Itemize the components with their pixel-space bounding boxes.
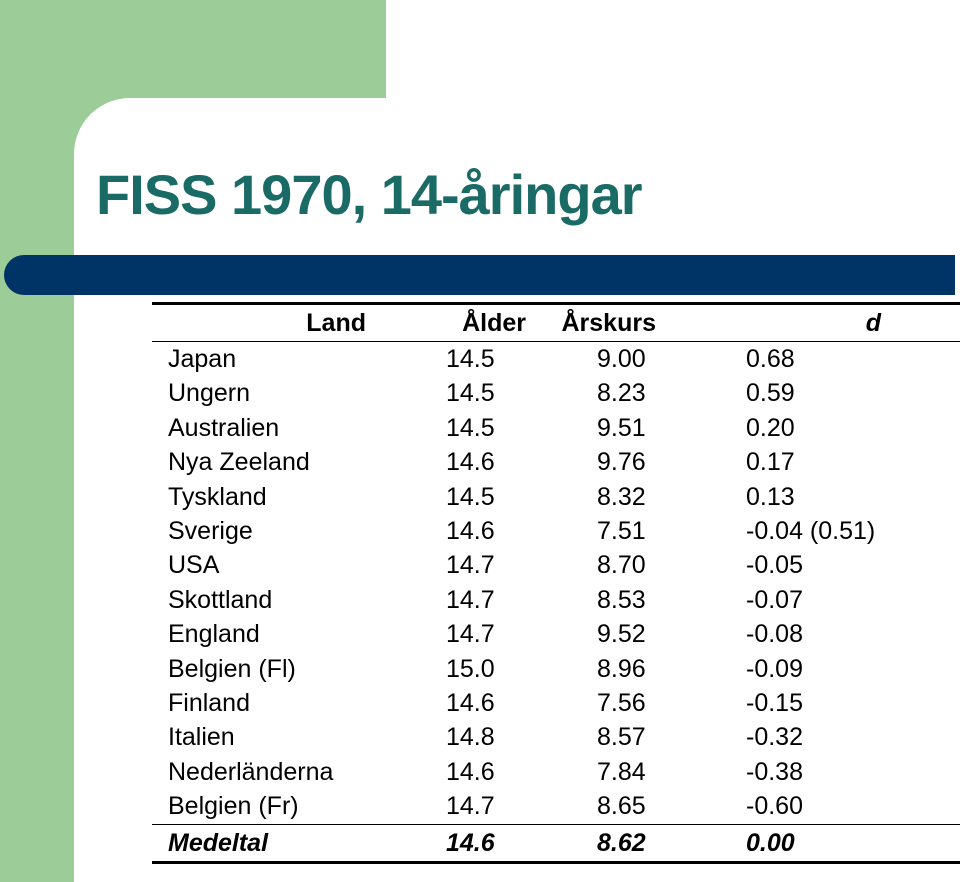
cell-arskurs: 9.52 [597, 620, 646, 649]
cell-alder: 14.5 [446, 482, 495, 511]
header-land: Land [306, 309, 366, 337]
table-row: Nederländerna 14.6 7.84 -0.38 [152, 755, 960, 789]
cell-alder: 14.8 [446, 723, 495, 752]
cell-land: England [168, 620, 260, 649]
cell-land: Skottland [168, 585, 273, 614]
table-row: Skottland 14.7 8.53 -0.07 [152, 583, 960, 617]
cell-alder: 14.6 [446, 757, 495, 786]
table-header-row: Land Ålder Årskurs d [152, 303, 960, 342]
footer-d: 0.00 [746, 828, 795, 857]
slide-title: FISS 1970, 14-åringar [96, 163, 643, 226]
cell-alder: 14.5 [446, 413, 495, 442]
cell-arskurs: 8.53 [597, 585, 646, 614]
cell-d: -0.05 [746, 551, 803, 580]
table-footer-row: Medeltal 14.6 8.62 0.00 [152, 824, 960, 863]
cell-alder: 14.5 [446, 345, 495, 373]
header-arskurs: Årskurs [561, 309, 657, 337]
footer-alder: 14.6 [446, 828, 495, 857]
cell-land: Australien [168, 413, 280, 442]
footer-arskurs: 8.62 [597, 828, 646, 857]
cell-arskurs: 7.56 [597, 689, 646, 718]
table-row: Tyskland 14.5 8.32 0.13 [152, 480, 960, 514]
cell-arskurs: 7.51 [597, 517, 646, 546]
table-row: Sverige 14.6 7.51 -0.04 (0.51) [152, 514, 960, 548]
table-row: Ungern 14.5 8.23 0.59 [152, 376, 960, 410]
cell-d: 0.13 [746, 482, 795, 511]
cell-d: -0.04 (0.51) [746, 517, 876, 546]
table-row: Belgien (Fl) 15.0 8.96 -0.09 [152, 652, 960, 686]
cell-arskurs: 8.57 [597, 723, 646, 752]
cell-d: -0.32 [746, 723, 803, 752]
cell-d: 0.68 [746, 345, 795, 373]
cell-arskurs: 9.00 [597, 345, 646, 373]
cell-land: Belgien (Fl) [168, 654, 296, 683]
cell-alder: 14.5 [446, 379, 495, 408]
cell-land: Nederländerna [168, 757, 334, 786]
table-row: Australien 14.5 9.51 0.20 [152, 411, 960, 445]
cell-alder: 14.7 [446, 585, 495, 614]
cell-alder: 14.7 [446, 620, 495, 649]
table-body: Japan 14.5 9.00 0.68 Ungern 14.5 8.23 0.59 Austr… [152, 342, 960, 825]
cell-alder: 14.6 [446, 517, 495, 546]
content-panel [74, 98, 960, 882]
table-row: Nya Zeeland 14.6 9.76 0.17 [152, 445, 960, 479]
header-d: d [865, 309, 881, 337]
cell-arskurs: 8.65 [597, 792, 646, 821]
table-row: USA 14.7 8.70 -0.05 [152, 548, 960, 582]
cell-arskurs: 8.32 [597, 482, 646, 511]
footer-land: Medeltal [168, 828, 269, 857]
cell-land: Ungern [168, 379, 250, 408]
cell-d: -0.08 [746, 620, 803, 649]
cell-alder: 14.6 [446, 448, 495, 477]
table-row: Japan 14.5 9.00 0.68 [152, 342, 960, 377]
table-row: Finland 14.6 7.56 -0.15 [152, 686, 960, 720]
cell-arskurs: 7.84 [597, 757, 646, 786]
cell-land: Nya Zeeland [168, 448, 310, 477]
cell-alder: 14.6 [446, 689, 495, 718]
cell-arskurs: 8.23 [597, 379, 646, 408]
cell-land: Finland [168, 689, 250, 718]
table-row: Italien 14.8 8.57 -0.32 [152, 720, 960, 754]
table-row: Belgien (Fr) 14.7 8.65 -0.60 [152, 789, 960, 824]
cell-land: Belgien (Fr) [168, 792, 299, 821]
cell-arskurs: 8.70 [597, 551, 646, 580]
cell-alder: 14.7 [446, 792, 495, 821]
table-row: England 14.7 9.52 -0.08 [152, 617, 960, 651]
cell-alder: 15.0 [446, 654, 495, 683]
title-underline-bar [4, 255, 955, 295]
cell-land: USA [168, 551, 220, 580]
cell-arskurs: 9.51 [597, 413, 646, 442]
cell-arskurs: 8.96 [597, 654, 646, 683]
cell-d: -0.07 [746, 585, 803, 614]
cell-d: 0.17 [746, 448, 795, 477]
cell-land: Japan [168, 345, 237, 373]
fiss-table: Land Ålder Årskurs d Japan 14.5 9.00 0.68 Un… [152, 302, 960, 864]
cell-d: -0.15 [746, 689, 803, 718]
cell-land: Sverige [168, 517, 253, 546]
cell-d: -0.38 [746, 757, 803, 786]
cell-d: 0.20 [746, 413, 795, 442]
cell-d: -0.09 [746, 654, 803, 683]
cell-alder: 14.7 [446, 551, 495, 580]
cell-d: -0.60 [746, 792, 803, 821]
cell-d: 0.59 [746, 379, 795, 408]
cell-arskurs: 9.76 [597, 448, 646, 477]
cell-land: Tyskland [168, 482, 267, 511]
header-alder: Ålder [462, 309, 526, 337]
cell-land: Italien [168, 723, 235, 752]
